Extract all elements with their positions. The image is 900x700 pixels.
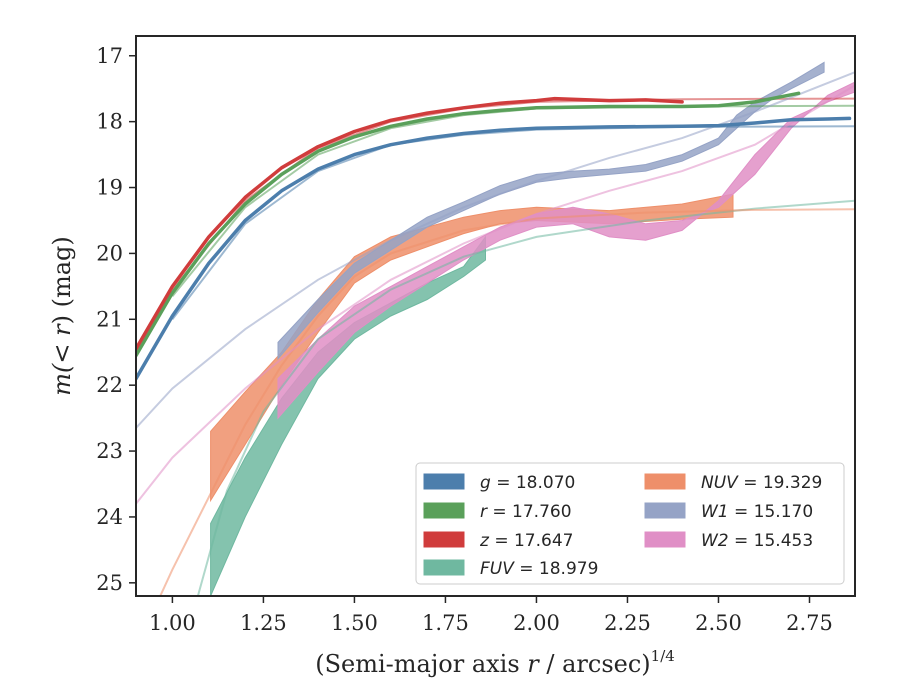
legend-swatch-w2: [644, 531, 686, 548]
line-z: [136, 96, 684, 351]
x-axis-label-exponent: 1/4: [651, 647, 675, 665]
x-axis: 1.00 1.25 1.50 1.75 2.00 2.25 2.50 2.75: [149, 596, 833, 635]
legend-swatch-g: [423, 473, 465, 490]
legend-label-w2: W2 = 15.453: [701, 531, 813, 551]
legend-series-name: W2: [701, 531, 729, 551]
model-curve-fuv: [196, 199, 855, 596]
x-tick-label: 2.00: [513, 611, 560, 635]
legend-label-z: z = 17.647: [479, 531, 573, 551]
y-axis-label-suffix: ) (mag): [48, 236, 76, 324]
legend-series-name: z: [479, 531, 490, 551]
legend-series-value: = 19.329: [738, 473, 823, 493]
legend-label-w1: W1 = 15.170: [701, 502, 813, 522]
legend-series-name: g: [480, 473, 491, 493]
y-axis-label-prefix: m(<: [48, 336, 76, 396]
legend-series-value: = 15.170: [729, 502, 814, 522]
line-g: [136, 116, 852, 381]
x-tick-label: 2.25: [604, 611, 651, 635]
x-tick-label: 1.25: [240, 611, 287, 635]
y-tick-label: 17: [96, 44, 123, 68]
legend-swatch-fuv: [423, 559, 465, 576]
legend-label-r: r = 17.760: [480, 502, 572, 522]
band-w1: [277, 61, 825, 361]
legend-label-nuv: NUV = 19.329: [701, 473, 822, 493]
y-tick-label: 21: [96, 307, 123, 331]
y-tick-label: 23: [96, 439, 123, 463]
line-r: [136, 91, 801, 358]
legend-series-value: = 17.760: [487, 502, 572, 522]
y-tick-label: 22: [96, 373, 123, 397]
x-tick-label: 1.75: [422, 611, 469, 635]
x-tick-label: 2.50: [695, 611, 742, 635]
legend-series-value: = 18.979: [514, 559, 599, 579]
y-axis-label: m(< r) (mag): [48, 236, 76, 396]
x-tick-label: 2.75: [786, 611, 833, 635]
y-tick-label: 25: [96, 571, 123, 595]
model-curve-w2: [136, 84, 855, 505]
y-axis: 17 18 19 20 21 22 23 24 25: [96, 44, 136, 595]
y-tick-label: 19: [96, 176, 123, 200]
x-axis-label-suffix: / arcsec): [539, 650, 651, 678]
y-axis-label-variable: r: [48, 323, 76, 336]
y-tick-label: 20: [96, 241, 123, 265]
data-line-layer: [136, 91, 852, 381]
legend-swatch-w1: [644, 502, 686, 519]
legend-frame: [415, 462, 845, 585]
model-curve-r: [171, 104, 855, 297]
legend-label-g: g = 18.070: [480, 473, 575, 493]
x-axis-label: (Semi-major axis r / arcsec)1/4: [315, 647, 675, 678]
legend-series-name: r: [480, 502, 488, 522]
legend-series-name: NUV: [701, 473, 739, 493]
legend-series-value: = 17.647: [489, 531, 574, 551]
x-tick-label: 1.00: [149, 611, 196, 635]
y-tick-label: 24: [96, 505, 123, 529]
model-curve-nuv: [159, 208, 855, 596]
y-tick-label: 18: [96, 110, 123, 134]
band-nuv: [210, 193, 734, 503]
x-axis-label-prefix: (Semi-major axis: [315, 650, 527, 678]
x-tick-label: 1.50: [331, 611, 378, 635]
legend-series-value: = 15.453: [729, 531, 814, 551]
legend-series-name: W1: [701, 502, 729, 522]
legend-series-name: FUV: [480, 559, 515, 579]
legend-swatch-z: [423, 531, 465, 548]
legend-label-fuv: FUV = 18.979: [480, 559, 598, 579]
plot-frame: [135, 35, 856, 597]
legend-series-value: = 18.070: [491, 473, 576, 493]
x-axis-label-variable: r: [527, 650, 540, 678]
legend-swatch-nuv: [644, 473, 686, 490]
model-curve-w1: [136, 71, 855, 429]
legend-swatch-r: [423, 502, 465, 519]
